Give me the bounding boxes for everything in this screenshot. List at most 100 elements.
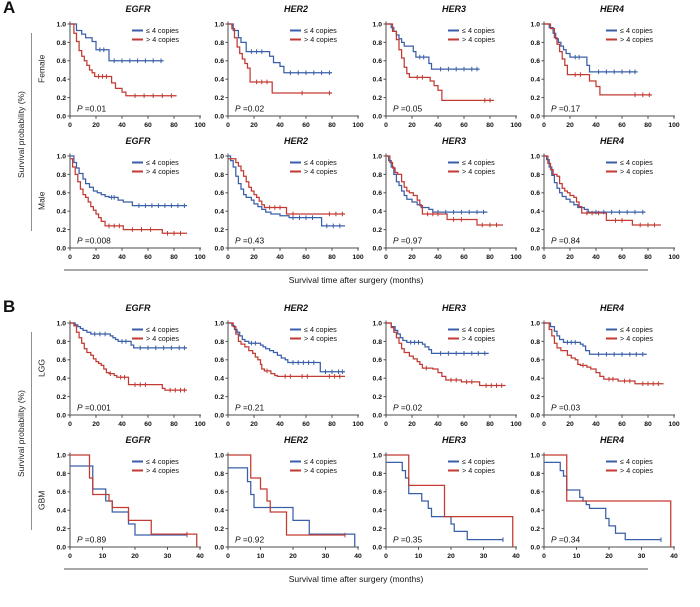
plot-row: Female EGFR 1.0 0.8 0.6 0.4 0.2 0.0 0 20 40 60 80 10… <box>35 3 680 135</box>
x-tick-label: 40 <box>670 553 678 560</box>
series-le-line <box>544 23 638 73</box>
p-value: P =0.92 <box>235 535 264 545</box>
x-tick-label: 100 <box>668 122 680 129</box>
x-tick-label: 30 <box>322 553 330 560</box>
axes <box>543 320 675 416</box>
y-tick-label: 0.8 <box>373 40 383 47</box>
x-tick-label: 0 <box>384 421 388 428</box>
x-tick-label: 80 <box>486 122 494 129</box>
y-tick-label: 0.2 <box>215 394 225 401</box>
y-tick-label: 1.0 <box>57 320 67 327</box>
y-tick-label: 0.0 <box>531 245 541 252</box>
series-le-line <box>228 322 345 373</box>
km-plot-canvas: 1.0 0.8 0.6 0.4 0.2 0.00 10 20 30 40 ≤ 4 copies >… <box>373 452 520 560</box>
gene-title: EGFR <box>125 4 151 14</box>
axes <box>385 320 517 416</box>
plot-row: GBM EGFR 1.0 0.8 0.6 0.4 0.2 0.0 0 10 20 30 40 ≤ 4 … <box>35 434 680 566</box>
y-tick-label: 0.6 <box>531 58 541 65</box>
legend-gt-label: > 4 copies <box>462 167 495 176</box>
x-tick-label: 10 <box>99 553 107 560</box>
km-subplot: HER3 1.0 0.8 0.6 0.4 0.2 0.0 0 20 40 60 80 100 ≤ 4 … <box>364 302 522 434</box>
y-tick-label: 1.0 <box>531 21 541 28</box>
x-tick-label: 30 <box>480 553 488 560</box>
x-tick-label: 80 <box>328 421 336 428</box>
y-tick-label: 0.6 <box>373 190 383 197</box>
y-tick-label: 0.8 <box>215 172 225 179</box>
km-plot-canvas: 1.0 0.8 0.6 0.4 0.2 0.00 20 40 60 80 100 ≤ 4 copie… <box>215 320 364 428</box>
series-le-line <box>386 322 489 354</box>
legend-le-label: ≤ 4 copies <box>620 457 653 466</box>
gene-title: EGFR <box>125 136 151 146</box>
x-tick-label: 0 <box>226 254 230 261</box>
x-tick-label: 20 <box>605 553 613 560</box>
axes <box>543 21 675 117</box>
y-tick-label: 0.0 <box>215 544 225 551</box>
series-le-line <box>70 155 187 207</box>
x-tick-label: 40 <box>592 122 600 129</box>
x-tick-label: 60 <box>144 254 152 261</box>
panel-A: A Survival probability (%) Female EGFR 1.… <box>0 0 700 285</box>
km-subplot: EGFR 1.0 0.8 0.6 0.4 0.2 0.0 0 20 40 60 80 100 ≤ 4 … <box>48 135 206 267</box>
axes <box>385 153 517 249</box>
x-tick-label: 10 <box>415 553 423 560</box>
y-tick-label: 0.4 <box>57 376 67 383</box>
legend-le-label: ≤ 4 copies <box>304 325 337 334</box>
y-tick-label: 0.8 <box>57 339 67 346</box>
y-tick-label: 0.8 <box>57 471 67 478</box>
km-plot-canvas: 1.0 0.8 0.6 0.4 0.2 0.00 20 40 60 80 100 ≤ 4 copie… <box>531 320 680 428</box>
plots-group: EGFR 1.0 0.8 0.6 0.4 0.2 0.0 0 20 40 60 80 100 ≤ 4 … <box>48 135 680 267</box>
y-tick-label: 0.4 <box>215 77 225 84</box>
y-tick-label: 0.6 <box>531 357 541 364</box>
plots-group: EGFR 1.0 0.8 0.6 0.4 0.2 0.0 0 20 40 60 80 100 ≤ 4 … <box>48 302 680 434</box>
series-gt-line <box>70 322 187 391</box>
axes <box>385 452 517 548</box>
plots-group: EGFR 1.0 0.8 0.6 0.4 0.2 0.0 0 20 40 60 80 100 ≤ 4 … <box>48 3 680 135</box>
row-group-rule-A <box>31 33 32 231</box>
x-tick-label: 100 <box>510 122 522 129</box>
p-value: P =0.02 <box>393 403 422 413</box>
legend-gt-label: > 4 copies <box>462 35 495 44</box>
row-label: Male <box>36 191 47 211</box>
y-tick-label: 0.0 <box>531 544 541 551</box>
y-tick-label: 0.4 <box>531 77 541 84</box>
legend-gt-label: > 4 copies <box>620 35 653 44</box>
y-tick-label: 0.2 <box>57 526 67 533</box>
km-plot-canvas: 1.0 0.8 0.6 0.4 0.2 0.00 20 40 60 80 100 ≤ 4 copie… <box>531 21 680 129</box>
x-tick-label: 0 <box>68 254 72 261</box>
gene-title: HER2 <box>283 303 308 313</box>
series-le-line <box>70 23 164 62</box>
y-tick-label: 0.4 <box>531 209 541 216</box>
y-tick-label: 0.4 <box>57 508 67 515</box>
series-gt-line <box>386 155 503 226</box>
x-tick-label: 80 <box>486 254 494 261</box>
x-tick-label: 100 <box>352 122 364 129</box>
x-tick-label: 0 <box>226 122 230 129</box>
legend-gt-label: > 4 copies <box>620 334 653 343</box>
km-plot-canvas: 1.0 0.8 0.6 0.4 0.2 0.00 20 40 60 80 100 ≤ 4 copie… <box>373 153 522 261</box>
y-tick-label: 0.2 <box>215 95 225 102</box>
x-tick-label: 60 <box>618 421 626 428</box>
x-tick-label: 40 <box>196 553 204 560</box>
x-tick-label: 80 <box>644 421 652 428</box>
legend-gt-label: > 4 copies <box>620 466 653 475</box>
legend-gt-label: > 4 copies <box>304 167 337 176</box>
km-plot-canvas: 1.0 0.8 0.6 0.4 0.2 0.00 10 20 30 40 ≤ 4 copies >… <box>57 452 204 560</box>
y-tick-label: 0.8 <box>531 40 541 47</box>
series-le-line <box>386 461 503 541</box>
axes <box>543 153 675 249</box>
p-value: P =0.35 <box>393 535 422 545</box>
km-plot-canvas: 1.0 0.8 0.6 0.4 0.2 0.00 20 40 60 80 100 ≤ 4 copie… <box>57 153 206 261</box>
p-value: P =0.02 <box>235 104 264 114</box>
y-tick-label: 0.8 <box>531 471 541 478</box>
x-axis-label-B: Survival time after surgery (months) <box>288 574 424 584</box>
x-tick-label: 0 <box>384 254 388 261</box>
x-tick-label: 40 <box>434 254 442 261</box>
y-tick-label: 0.8 <box>57 172 67 179</box>
gene-title: EGFR <box>125 435 151 445</box>
legend-le-label: ≤ 4 copies <box>304 457 337 466</box>
row-label: LGG <box>36 359 47 377</box>
y-tick-label: 0.4 <box>373 77 383 84</box>
legend-gt-label: > 4 copies <box>620 167 653 176</box>
y-tick-label: 0.0 <box>373 245 383 252</box>
panel-A-label: A <box>3 0 16 17</box>
